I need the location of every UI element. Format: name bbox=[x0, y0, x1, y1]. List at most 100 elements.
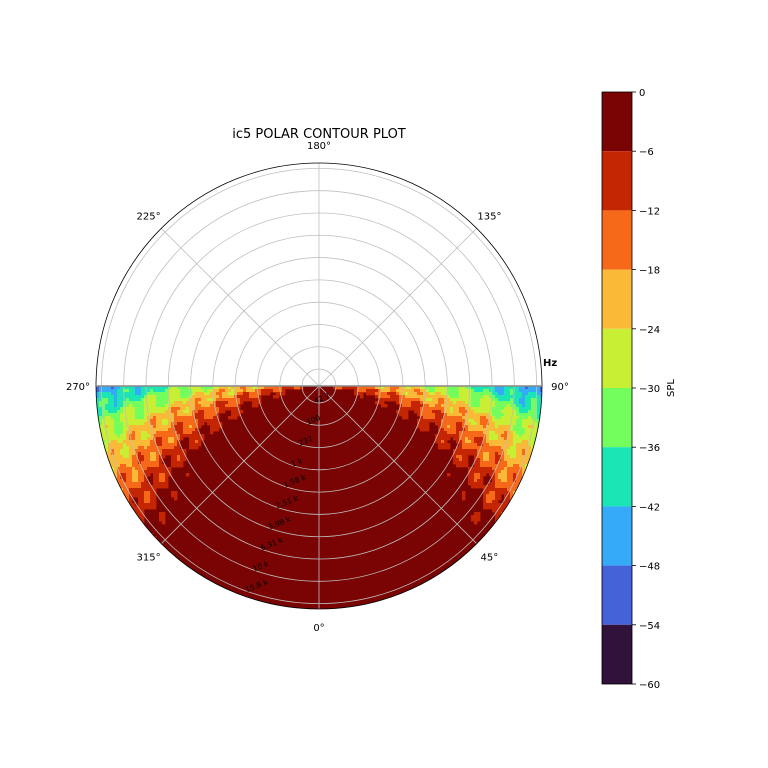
contour-cell bbox=[501, 410, 505, 414]
contour-cell bbox=[534, 398, 538, 402]
contour-cell bbox=[144, 452, 148, 456]
contour-cell bbox=[96, 398, 100, 402]
contour-cell bbox=[534, 413, 538, 417]
contour-cell bbox=[249, 386, 253, 390]
contour-cell bbox=[138, 416, 142, 420]
contour-cell bbox=[414, 404, 418, 408]
contour-cell bbox=[453, 461, 457, 465]
contour-cell bbox=[159, 425, 163, 429]
contour-cell bbox=[519, 422, 523, 426]
contour-cell bbox=[357, 389, 361, 393]
contour-cell bbox=[135, 392, 139, 396]
contour-cell bbox=[525, 455, 529, 459]
contour-cell bbox=[483, 404, 487, 408]
contour-cell bbox=[150, 392, 154, 396]
contour-cell bbox=[195, 407, 199, 411]
contour-cell bbox=[153, 476, 157, 480]
contour-cell bbox=[183, 401, 187, 405]
contour-cell bbox=[489, 506, 493, 510]
contour-cell bbox=[474, 404, 478, 408]
contour-cell bbox=[150, 422, 154, 426]
contour-cell bbox=[375, 395, 379, 399]
contour-cell bbox=[156, 389, 160, 393]
contour-cell bbox=[468, 473, 472, 477]
contour-cell bbox=[432, 419, 436, 423]
contour-cell bbox=[138, 455, 142, 459]
contour-cell bbox=[231, 392, 235, 396]
contour-cell bbox=[159, 512, 163, 516]
contour-cell bbox=[537, 416, 541, 420]
contour-cell bbox=[444, 434, 448, 438]
contour-cell bbox=[123, 410, 127, 414]
contour-cell bbox=[456, 401, 460, 405]
contour-cell bbox=[195, 443, 199, 447]
contour-cell bbox=[531, 401, 535, 405]
contour-cell bbox=[177, 425, 181, 429]
contour-cell bbox=[129, 464, 133, 468]
contour-cell bbox=[147, 398, 151, 402]
contour-cell bbox=[462, 425, 466, 429]
contour-cell bbox=[504, 449, 508, 453]
contour-cell bbox=[462, 494, 466, 498]
contour-cell bbox=[177, 446, 181, 450]
contour-cell bbox=[495, 419, 499, 423]
contour-cell bbox=[462, 452, 466, 456]
contour-cell bbox=[507, 437, 511, 441]
contour-cell bbox=[132, 419, 136, 423]
contour-cell bbox=[492, 386, 496, 390]
contour-cell bbox=[450, 404, 454, 408]
contour-cell bbox=[537, 395, 541, 399]
contour-cell bbox=[528, 395, 532, 399]
contour-cell bbox=[147, 389, 151, 393]
contour-cell bbox=[162, 443, 166, 447]
colorbar-band bbox=[602, 269, 632, 329]
contour-cell bbox=[426, 425, 430, 429]
contour-cell bbox=[489, 446, 493, 450]
contour-cell bbox=[459, 464, 463, 468]
contour-cell bbox=[471, 446, 475, 450]
contour-cell bbox=[165, 482, 169, 486]
contour-cell bbox=[447, 395, 451, 399]
contour-cell bbox=[255, 386, 259, 390]
contour-cell bbox=[489, 494, 493, 498]
contour-cell bbox=[504, 488, 508, 492]
contour-cell bbox=[381, 398, 385, 402]
contour-cell bbox=[528, 386, 532, 390]
contour-cell bbox=[162, 440, 166, 444]
contour-cell bbox=[516, 437, 520, 441]
contour-cell bbox=[474, 386, 478, 390]
contour-cell bbox=[144, 410, 148, 414]
contour-cell bbox=[483, 449, 487, 453]
contour-cell bbox=[519, 419, 523, 423]
contour-cell bbox=[132, 491, 136, 495]
contour-cell bbox=[489, 425, 493, 429]
contour-cell bbox=[183, 413, 187, 417]
contour-cell bbox=[423, 407, 427, 411]
contour-cell bbox=[489, 482, 493, 486]
contour-cell bbox=[495, 410, 499, 414]
contour-cell bbox=[111, 419, 115, 423]
contour-cell bbox=[135, 428, 139, 432]
contour-cell bbox=[474, 485, 478, 489]
contour-cell bbox=[477, 413, 481, 417]
contour-cell bbox=[489, 533, 493, 537]
contour-cell bbox=[462, 398, 466, 402]
contour-cell bbox=[108, 431, 112, 435]
contour-cell bbox=[150, 431, 154, 435]
contour-cell bbox=[189, 446, 193, 450]
contour-cell bbox=[108, 428, 112, 432]
contour-cell bbox=[510, 473, 514, 477]
contour-cell bbox=[120, 419, 124, 423]
contour-cell bbox=[105, 422, 109, 426]
contour-cell bbox=[465, 401, 469, 405]
contour-cell bbox=[132, 503, 136, 507]
contour-cell bbox=[489, 485, 493, 489]
contour-cell bbox=[477, 392, 481, 396]
contour-cell bbox=[480, 398, 484, 402]
contour-cell bbox=[495, 404, 499, 408]
contour-cell bbox=[177, 437, 181, 441]
contour-cell bbox=[495, 512, 499, 516]
contour-cell bbox=[504, 419, 508, 423]
contour-cell bbox=[450, 395, 454, 399]
contour-cell bbox=[237, 386, 241, 390]
